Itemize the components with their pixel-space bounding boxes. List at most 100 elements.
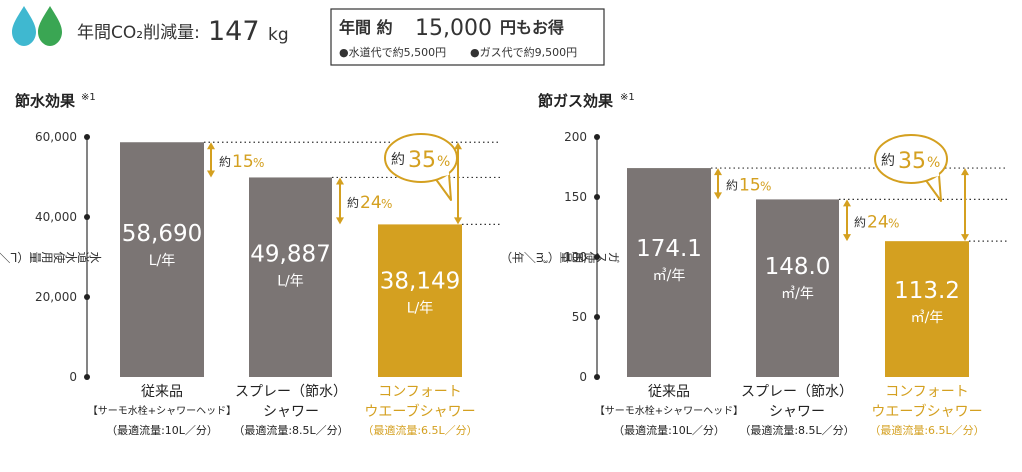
y-tick-dot (594, 374, 600, 380)
bar-value-label: 174.1 (636, 236, 702, 262)
category-sub1: 【サーモ水栓+シャワーヘッド】 (88, 404, 236, 417)
y-tick-dot (594, 314, 600, 320)
chart-title-note: ※1 (620, 92, 635, 103)
category-sub2: （最適流量:8.5L／分） (233, 423, 348, 437)
category-sub1: シャワー (263, 404, 319, 420)
reduction-arrow-head-down (336, 217, 344, 225)
y-tick-dot (594, 194, 600, 200)
y-tick-dot (84, 374, 90, 380)
category-sub1: 【サーモ水栓+シャワーヘッド】 (595, 404, 743, 417)
reduction-prefix: 約 (854, 214, 866, 229)
category-name: 従来品 (648, 384, 690, 400)
co2-label: 年間CO₂削減量: (77, 23, 200, 43)
reduction-value: 24 (360, 193, 382, 213)
speech-bubble-joint (432, 171, 450, 178)
reduction-arrow-head-down (843, 234, 851, 242)
y-axis-label: 水道水使用量（L／年） (0, 250, 102, 264)
bar (378, 224, 462, 377)
reduction-unit: % (927, 155, 940, 171)
bar-unit-label: L/年 (407, 300, 434, 316)
y-tick-dot (594, 134, 600, 140)
reduction-arrow-head-down (207, 170, 215, 178)
reduction-unit: % (437, 154, 450, 170)
total-reduction-arrow-head-up (961, 168, 969, 176)
chart-title-note: ※1 (81, 92, 96, 103)
reduction-prefix: 約 (219, 154, 231, 169)
y-tick-label: 100 (564, 250, 587, 264)
bar (885, 241, 969, 377)
savings-title-prefix: 年間 約 (339, 18, 393, 37)
bar-unit-label: L/年 (149, 253, 176, 269)
category-sub2: （最適流量:6.5L／分） (869, 423, 984, 437)
category-sub2: （最適流量:6.5L／分） (362, 423, 477, 437)
savings-suffix: 円もお得 (500, 18, 564, 37)
category-name: コンフォート (378, 384, 462, 400)
bar-value-label: 148.0 (765, 254, 831, 280)
category-sub1: ウエーブシャワー (871, 403, 982, 420)
category-name: スプレー（節水） (235, 383, 347, 400)
total-reduction-arrow-head-down (961, 234, 969, 242)
speech-bubble (874, 134, 948, 184)
category-name: コンフォート (885, 384, 969, 400)
y-tick-label: 0 (69, 370, 77, 384)
gas-saving-chart: 節ガス効果 ※1 ガス使用量（㎥／年） 0 50 100 150 200 174.1 ㎥/年 148… (500, 92, 1008, 437)
bar (756, 199, 839, 377)
bar-value-label: 113.2 (894, 278, 960, 304)
reduction-arrow-head-up (336, 177, 344, 185)
category-name: スプレー（節水） (741, 383, 853, 400)
reduction-value: 15 (739, 176, 761, 196)
y-tick-label: 150 (564, 190, 587, 204)
savings-box (330, 8, 605, 66)
bar-unit-label: ㎥/年 (911, 310, 944, 326)
chart-title: 節水効果 (15, 92, 76, 110)
reduction-unit: % (253, 156, 264, 170)
y-tick-label: 200 (564, 130, 587, 144)
category-sub2: （最適流量:8.5L／分） (739, 423, 854, 437)
y-tick-label: 50 (572, 310, 587, 324)
water-drop-blue-icon (12, 6, 36, 46)
reduction-value: 15 (232, 152, 254, 172)
bar-unit-label: ㎥/年 (653, 268, 686, 284)
total-reduction-arrow-head-down (454, 217, 462, 225)
bar-unit-label: L/年 (277, 273, 304, 289)
reduction-prefix: 約 (726, 178, 738, 193)
reduction-arrow-head-down (714, 192, 722, 200)
category-name: 従来品 (141, 384, 183, 400)
savings-amount: 15,000 (415, 16, 492, 41)
reduction-unit: % (888, 216, 899, 230)
y-tick-label: 0 (579, 370, 587, 384)
reduction-arrow-head-up (843, 199, 851, 207)
bar (627, 168, 711, 377)
speech-bubble-joint (922, 172, 940, 179)
bar (120, 142, 204, 377)
chart-title: 節ガス効果 (538, 92, 614, 110)
category-sub2: （最適流量:10L／分） (613, 423, 725, 437)
y-tick-dot (84, 134, 90, 140)
water-saving-chart: 節水効果 ※1 水道水使用量（L／年） 0 20,000 40,000 60,000 58,6… (0, 92, 500, 437)
reduction-value: 35 (898, 149, 926, 174)
y-tick-label: 20,000 (35, 290, 77, 304)
y-tick-label: 60,000 (35, 130, 77, 144)
bar-value-label: 49,887 (250, 241, 330, 267)
y-tick-dot (594, 254, 600, 260)
water-drop-green-icon (38, 6, 62, 46)
bar-unit-label: ㎥/年 (781, 286, 814, 302)
bar (249, 177, 332, 377)
reduction-arrow-head-up (207, 142, 215, 150)
reduction-value: 35 (408, 148, 436, 173)
reduction-value: 24 (867, 212, 889, 232)
category-sub2: （最適流量:10L／分） (106, 423, 218, 437)
y-tick-dot (84, 214, 90, 220)
speech-bubble (384, 133, 458, 183)
y-tick-label: 40,000 (35, 210, 77, 224)
bar-value-label: 38,149 (380, 268, 460, 294)
category-sub1: シャワー (769, 404, 825, 420)
water-saving-note: ●水道代で約5,500円 (339, 45, 446, 59)
total-reduction-arrow-head-up (454, 142, 462, 150)
y-axis-label: ガス使用量（㎥／年） (500, 250, 620, 264)
reduction-arrow-head-up (714, 168, 722, 176)
co2-unit: kg (268, 25, 289, 45)
category-sub1: ウエーブシャワー (364, 403, 475, 420)
reduction-prefix: 約 (881, 153, 895, 169)
